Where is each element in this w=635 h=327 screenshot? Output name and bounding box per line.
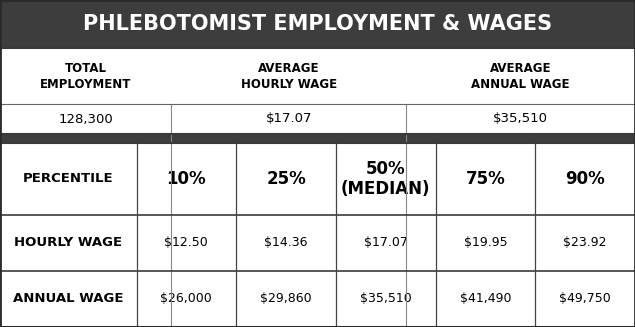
Text: HOURLY WAGE: HOURLY WAGE [14,236,123,250]
Text: AVERAGE
ANNUAL WAGE: AVERAGE ANNUAL WAGE [471,61,570,91]
Text: 75%: 75% [465,170,505,188]
Bar [0,104,635,134]
Bar [0,215,635,271]
Text: $23.92: $23.92 [563,236,607,250]
Text: TOTAL
EMPLOYMENT: TOTAL EMPLOYMENT [40,61,131,91]
Text: $29,860: $29,860 [260,292,312,305]
Text: $35,510: $35,510 [493,112,548,126]
Text: PERCENTILE: PERCENTILE [23,173,114,185]
Text: AVERAGE
HOURLY WAGE: AVERAGE HOURLY WAGE [241,61,337,91]
Text: $41,490: $41,490 [460,292,511,305]
Text: $35,510: $35,510 [360,292,411,305]
Bar [0,143,635,215]
Text: 90%: 90% [565,170,605,188]
Text: 25%: 25% [266,170,306,188]
Bar [0,48,635,104]
Text: ANNUAL WAGE: ANNUAL WAGE [13,292,124,305]
Text: $19.95: $19.95 [464,236,507,250]
Text: 128,300: 128,300 [58,112,113,126]
Text: 10%: 10% [166,170,206,188]
Bar [0,134,635,143]
Bar [0,271,635,327]
Text: $26,000: $26,000 [161,292,212,305]
Bar [0,0,635,48]
Text: $12.50: $12.50 [164,236,208,250]
Text: $14.36: $14.36 [264,236,308,250]
Text: 50%
(MEDIAN): 50% (MEDIAN) [341,160,431,198]
Text: $17.07: $17.07 [265,112,312,126]
Text: $17.07: $17.07 [364,236,408,250]
Text: PHLEBOTOMIST EMPLOYMENT & WAGES: PHLEBOTOMIST EMPLOYMENT & WAGES [83,14,552,34]
Text: $49,750: $49,750 [559,292,611,305]
